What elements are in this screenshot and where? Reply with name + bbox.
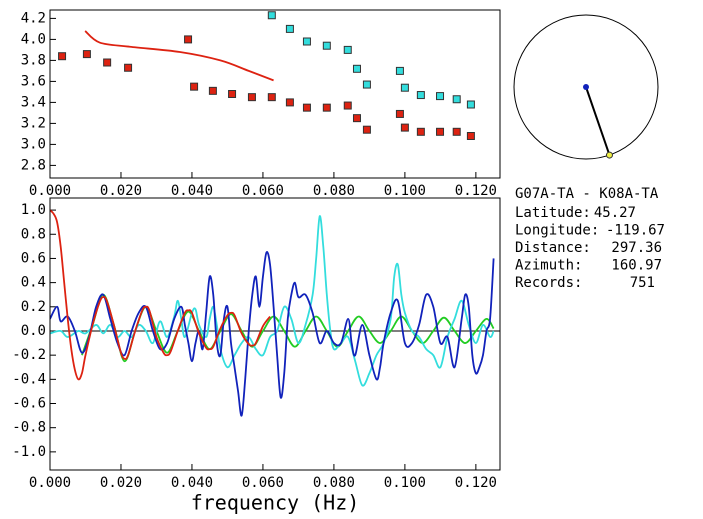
info-value: 297.36: [611, 240, 662, 256]
x-tick-label: 0.020: [100, 183, 142, 199]
y-tick-label: 0.4: [21, 275, 46, 291]
info-label: Distance:: [515, 240, 591, 256]
marker: [466, 132, 475, 140]
marker: [302, 37, 311, 46]
marker: [228, 90, 237, 98]
marker: [400, 83, 409, 92]
info-label: Latitude:: [515, 205, 591, 221]
y-tick-label: 1.0: [21, 202, 46, 218]
x-tick-label: 0.020: [100, 475, 142, 491]
marker: [400, 123, 409, 132]
marker: [416, 91, 425, 100]
marker: [285, 24, 294, 33]
marker: [452, 95, 461, 104]
marker: [322, 41, 331, 50]
x-tick-label: 0.120: [455, 183, 497, 199]
marker: [124, 63, 133, 72]
plot-frame: [49, 197, 501, 471]
line: [50, 251, 495, 417]
line: [84, 30, 274, 82]
y-tick-label: -0.4: [12, 371, 46, 387]
x-tick-label: 0.100: [384, 475, 426, 491]
y-tick-label: 3.2: [21, 115, 46, 131]
marker: [416, 127, 425, 136]
marker: [208, 86, 217, 95]
station-pair: G07A-TA - K08A-TA: [515, 186, 659, 202]
marker: [352, 64, 361, 73]
marker: [436, 92, 445, 101]
x-tick-label: 0.080: [313, 183, 355, 199]
info-label: Azimuth:: [515, 258, 582, 274]
marker: [184, 35, 193, 44]
y-tick-label: -0.6: [12, 396, 46, 412]
info-value: 160.97: [611, 258, 662, 274]
source-station: [583, 84, 589, 90]
marker: [362, 125, 371, 134]
marker: [190, 82, 199, 91]
marker: [247, 93, 256, 102]
y-tick-label: 0.0: [21, 323, 46, 339]
marker: [362, 80, 371, 89]
y-tick-label: -1.0: [12, 444, 46, 460]
x-tick-label: 0.000: [29, 183, 71, 199]
x-tick-label: 0.040: [171, 183, 213, 199]
info-label: Longitude:: [515, 223, 599, 239]
x-tick-label: 0.080: [313, 475, 355, 491]
receiver-station: [605, 151, 613, 159]
marker: [352, 114, 361, 123]
y-tick-label: 4.2: [21, 10, 46, 26]
marker: [285, 98, 294, 107]
marker: [322, 103, 331, 112]
x-tick-label: 0.060: [242, 183, 284, 199]
x-tick-label: 0.000: [29, 475, 71, 491]
info-label: Records:: [515, 275, 582, 291]
y-tick-label: 0.8: [21, 226, 46, 242]
marker: [103, 58, 112, 67]
info-value: 751: [630, 275, 655, 291]
plot-frame: [49, 9, 501, 179]
marker: [343, 45, 352, 54]
y-tick-label: 0.2: [21, 299, 46, 315]
marker: [395, 66, 404, 75]
marker: [58, 52, 67, 61]
y-tick-label: 3.4: [21, 94, 46, 110]
x-tick-label: 0.120: [455, 475, 497, 491]
x-tick-label: 0.100: [384, 183, 426, 199]
marker: [452, 127, 461, 136]
marker: [395, 109, 404, 118]
x-tick-label: 0.060: [242, 475, 284, 491]
y-tick-label: -0.2: [12, 347, 46, 363]
marker: [267, 93, 276, 102]
info-value: 45.27: [594, 205, 636, 221]
line: [50, 215, 495, 387]
y-tick-label: 4.0: [21, 31, 46, 47]
y-tick-label: 3.0: [21, 136, 46, 152]
y-tick-label: 3.6: [21, 73, 46, 89]
y-tick-label: 2.8: [21, 157, 46, 173]
y-tick-label: 3.8: [21, 52, 46, 68]
map-circle: [513, 14, 659, 160]
azimuth-line: [585, 86, 611, 156]
line: [50, 209, 271, 381]
marker: [302, 103, 311, 112]
marker: [466, 100, 475, 109]
marker: [267, 11, 276, 20]
x-tick-label: 0.040: [171, 475, 213, 491]
info-value: -119.67: [606, 223, 665, 239]
marker: [436, 127, 445, 136]
x-axis-label: frequency (Hz): [191, 491, 360, 515]
y-tick-label: 0.6: [21, 250, 46, 266]
marker: [343, 101, 352, 110]
y-tick-label: -0.8: [12, 420, 46, 436]
marker: [82, 50, 91, 59]
